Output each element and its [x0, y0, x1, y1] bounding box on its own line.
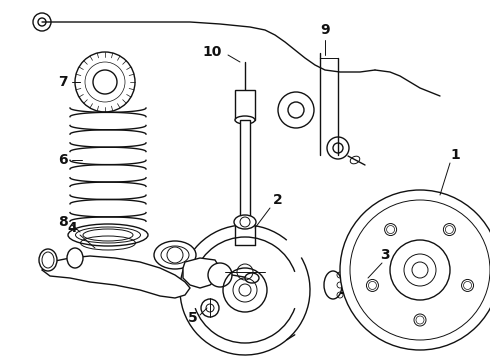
Ellipse shape [234, 215, 256, 229]
Ellipse shape [67, 248, 83, 268]
Text: 7: 7 [58, 75, 68, 89]
Text: 10: 10 [202, 45, 221, 59]
Text: 2: 2 [273, 193, 283, 207]
Text: 1: 1 [450, 148, 460, 162]
Text: 3: 3 [380, 248, 390, 262]
Circle shape [340, 190, 490, 350]
Text: 9: 9 [320, 23, 330, 37]
Bar [235, 90, 255, 120]
Polygon shape [183, 258, 220, 288]
Text: 5: 5 [188, 311, 198, 325]
Text: 6: 6 [58, 153, 68, 167]
Polygon shape [42, 256, 190, 298]
Ellipse shape [39, 249, 57, 271]
Ellipse shape [245, 273, 259, 283]
Ellipse shape [235, 116, 255, 124]
Ellipse shape [68, 224, 148, 246]
Bar [240, 120, 250, 220]
Ellipse shape [154, 241, 196, 269]
Ellipse shape [324, 271, 342, 299]
Text: 4: 4 [67, 221, 77, 235]
Circle shape [208, 263, 232, 287]
Text: 8: 8 [58, 215, 68, 229]
